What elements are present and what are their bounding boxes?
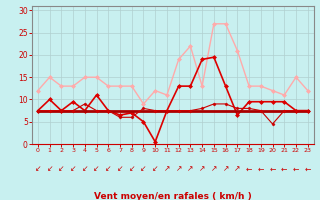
Text: ←: ← xyxy=(305,164,311,173)
Text: ←: ← xyxy=(269,164,276,173)
Text: ↗: ↗ xyxy=(199,164,205,173)
Text: ↗: ↗ xyxy=(234,164,241,173)
Text: ←: ← xyxy=(293,164,299,173)
Text: ←: ← xyxy=(258,164,264,173)
Text: ↙: ↙ xyxy=(152,164,158,173)
Text: ↙: ↙ xyxy=(35,164,41,173)
Text: Vent moyen/en rafales ( km/h ): Vent moyen/en rafales ( km/h ) xyxy=(94,192,252,200)
Text: ↙: ↙ xyxy=(140,164,147,173)
Text: ↙: ↙ xyxy=(58,164,65,173)
Text: ↗: ↗ xyxy=(164,164,170,173)
Text: ↙: ↙ xyxy=(70,164,76,173)
Text: ↙: ↙ xyxy=(117,164,123,173)
Text: ↙: ↙ xyxy=(93,164,100,173)
Text: ←: ← xyxy=(246,164,252,173)
Text: ↗: ↗ xyxy=(211,164,217,173)
Text: ↙: ↙ xyxy=(129,164,135,173)
Text: ↗: ↗ xyxy=(222,164,229,173)
Text: ↙: ↙ xyxy=(105,164,111,173)
Text: ↙: ↙ xyxy=(82,164,88,173)
Text: ←: ← xyxy=(281,164,287,173)
Text: ↗: ↗ xyxy=(175,164,182,173)
Text: ↗: ↗ xyxy=(187,164,194,173)
Text: ↙: ↙ xyxy=(46,164,53,173)
